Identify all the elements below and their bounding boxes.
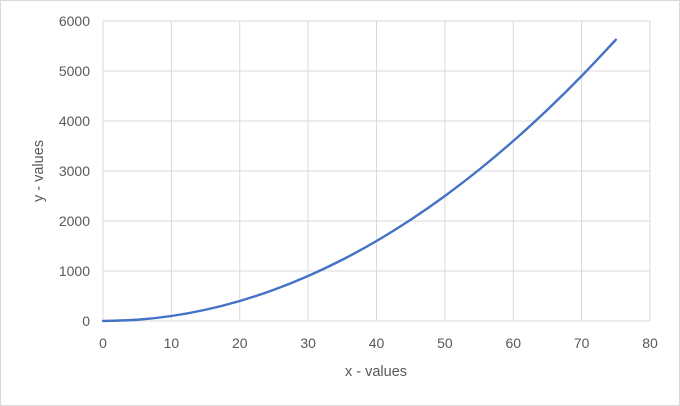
y-tick-label: 3000 (59, 163, 90, 179)
x-tick-label: 30 (300, 335, 316, 351)
y-tick-label: 1000 (59, 263, 90, 279)
y-tick-label: 6000 (59, 13, 90, 29)
series-group (101, 38, 618, 323)
y-axis-title: y - values (31, 140, 47, 202)
x-tick-label: 40 (369, 335, 385, 351)
y-tick-label: 5000 (59, 63, 90, 79)
x-tick-label: 10 (164, 335, 180, 351)
y-tick-label: 2000 (59, 213, 90, 229)
x-tick-label: 20 (232, 335, 248, 351)
x-axis-tick-labels: 0 10 20 30 40 50 60 70 80 (99, 335, 658, 351)
y-axis-tick-labels: 0 1000 2000 3000 4000 5000 6000 (59, 13, 90, 329)
y-tick-label: 0 (82, 313, 90, 329)
x-axis-title: x - values (345, 364, 407, 380)
x-tick-label: 60 (505, 335, 521, 351)
y-tick-label: 4000 (59, 113, 90, 129)
x-tick-label: 80 (642, 335, 658, 351)
x-tick-label: 50 (437, 335, 453, 351)
x-tick-label: 70 (574, 335, 590, 351)
x-tick-label: 0 (99, 335, 107, 351)
horizontal-gridlines (103, 20, 650, 322)
series-line (101, 38, 618, 323)
